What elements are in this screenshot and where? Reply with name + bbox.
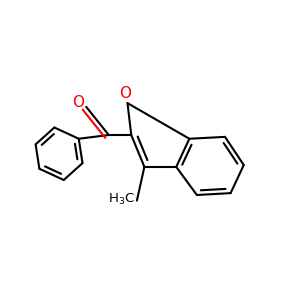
- Text: $\mathregular{H_3C}$: $\mathregular{H_3C}$: [108, 192, 135, 207]
- Text: O: O: [72, 95, 84, 110]
- Text: O: O: [120, 86, 132, 101]
